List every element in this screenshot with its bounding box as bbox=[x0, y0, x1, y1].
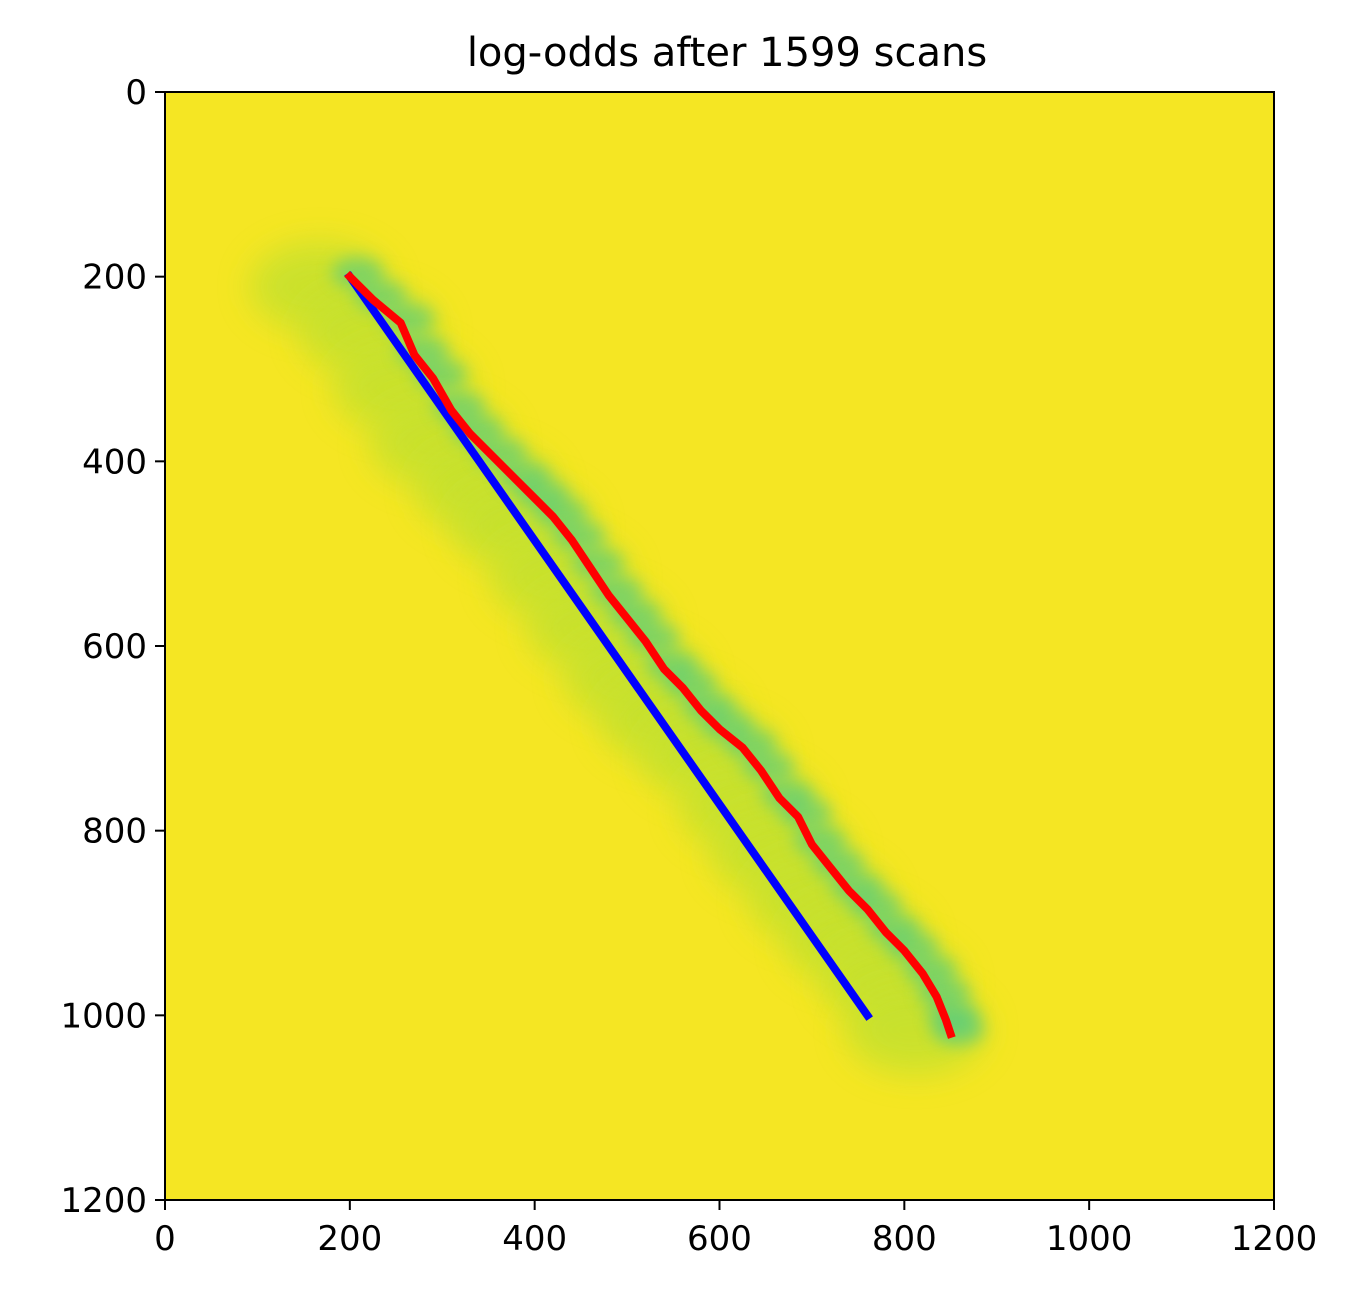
heatmap-field bbox=[249, 241, 986, 1075]
series-layer bbox=[344, 271, 956, 1039]
series-line bbox=[344, 271, 873, 1021]
x-tick-label: 0 bbox=[154, 1219, 176, 1259]
series-line bbox=[344, 271, 956, 1039]
x-tick-label: 600 bbox=[687, 1219, 752, 1259]
x-tick-label: 200 bbox=[317, 1219, 382, 1259]
x-tick-label: 400 bbox=[502, 1219, 567, 1259]
y-tick-label: 200 bbox=[82, 258, 147, 298]
heatmap-cell bbox=[780, 796, 833, 829]
y-tick-label: 1200 bbox=[60, 1181, 147, 1221]
x-tick-label: 1200 bbox=[1231, 1219, 1318, 1259]
x-tick-label: 800 bbox=[872, 1219, 937, 1259]
y-tick-label: 600 bbox=[82, 627, 147, 667]
y-tick-label: 1000 bbox=[60, 996, 147, 1036]
heatmap-cell bbox=[331, 256, 384, 289]
y-tick-label: 0 bbox=[125, 73, 147, 113]
x-axis: 0 200 400 600 800 1000 1200 bbox=[154, 1200, 1317, 1259]
y-axis: 0 200 400 600 800 1000 1200 bbox=[60, 73, 165, 1221]
y-tick-label: 800 bbox=[82, 812, 147, 852]
heatmap-cell bbox=[932, 1013, 985, 1046]
x-tick-label: 1000 bbox=[1046, 1219, 1133, 1259]
chart-title: log-odds after 1599 scans bbox=[467, 30, 987, 76]
heatmap-cell bbox=[382, 302, 435, 335]
y-tick-label: 400 bbox=[82, 442, 147, 482]
plot-area bbox=[165, 92, 1274, 1200]
heatmap-cell bbox=[475, 436, 528, 469]
